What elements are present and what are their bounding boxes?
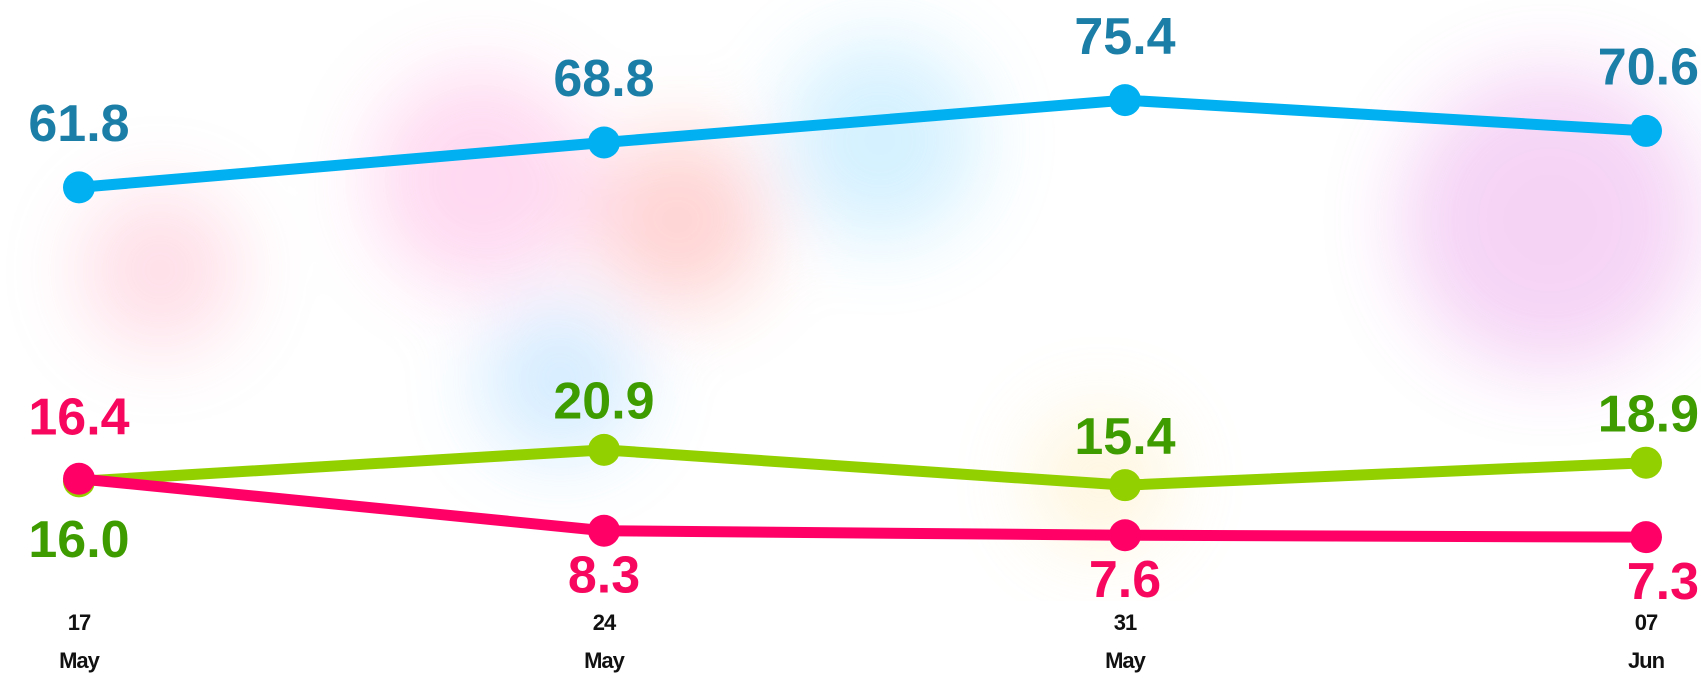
point [1109, 519, 1141, 552]
series-line [78, 444, 1647, 491]
data-label: 68.8 [553, 50, 654, 108]
series-line [78, 94, 1647, 193]
data-label: 16.0 [28, 511, 129, 569]
data-label: 75.4 [1074, 8, 1175, 66]
data-label: 7.6 [1089, 551, 1161, 609]
point [63, 462, 95, 495]
data-label: 7.3 [1627, 553, 1699, 611]
point [588, 126, 620, 159]
x-tick-label: 31 May [1105, 610, 1146, 673]
data-label: 15.4 [1074, 408, 1175, 466]
point [1630, 521, 1662, 554]
point [1109, 469, 1141, 502]
point [588, 514, 620, 547]
point [1630, 446, 1662, 479]
data-label: 8.3 [568, 546, 640, 604]
data-label: 16.4 [28, 388, 129, 446]
data-label: 18.9 [1598, 385, 1699, 443]
series-line [78, 473, 1647, 543]
x-tick-label: 17 May [59, 610, 100, 673]
point [1630, 114, 1662, 147]
point [588, 433, 620, 466]
data-label: 70.6 [1598, 39, 1699, 97]
point [1109, 84, 1141, 117]
data-label: 61.8 [28, 95, 129, 153]
x-tick-label: 07 Jun [1627, 610, 1665, 673]
data-label: 20.9 [553, 373, 654, 431]
x-tick-label: 24 May [584, 610, 625, 673]
point [63, 171, 95, 204]
